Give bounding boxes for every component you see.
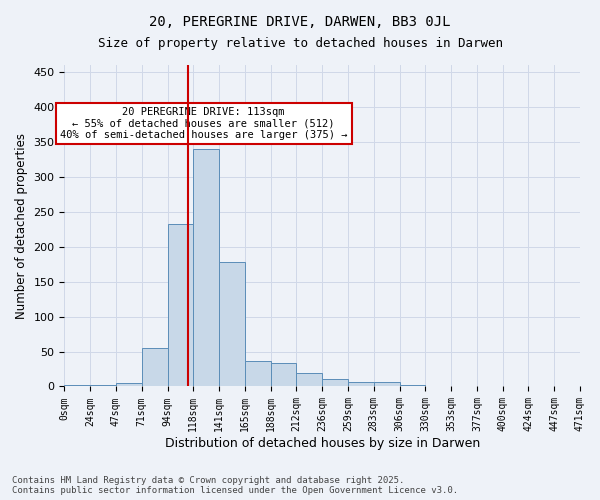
Bar: [400, 385, 425, 386]
Bar: [219, 262, 245, 386]
Bar: [142, 348, 167, 387]
Text: Size of property relative to detached houses in Darwen: Size of property relative to detached ho…: [97, 38, 503, 51]
Bar: [245, 360, 271, 386]
Bar: [64, 385, 90, 386]
Bar: [348, 382, 374, 386]
Bar: [193, 149, 219, 386]
Y-axis label: Number of detached properties: Number of detached properties: [15, 132, 28, 318]
Text: Contains HM Land Registry data © Crown copyright and database right 2025.
Contai: Contains HM Land Registry data © Crown c…: [12, 476, 458, 495]
Bar: [116, 383, 142, 386]
Bar: [296, 373, 322, 386]
Bar: [167, 224, 193, 386]
Bar: [271, 364, 296, 386]
Text: 20, PEREGRINE DRIVE, DARWEN, BB3 0JL: 20, PEREGRINE DRIVE, DARWEN, BB3 0JL: [149, 15, 451, 29]
Bar: [90, 385, 116, 386]
Bar: [374, 382, 400, 386]
X-axis label: Distribution of detached houses by size in Darwen: Distribution of detached houses by size …: [164, 437, 480, 450]
Text: 20 PEREGRINE DRIVE: 113sqm
← 55% of detached houses are smaller (512)
40% of sem: 20 PEREGRINE DRIVE: 113sqm ← 55% of deta…: [60, 107, 347, 140]
Bar: [322, 379, 348, 386]
